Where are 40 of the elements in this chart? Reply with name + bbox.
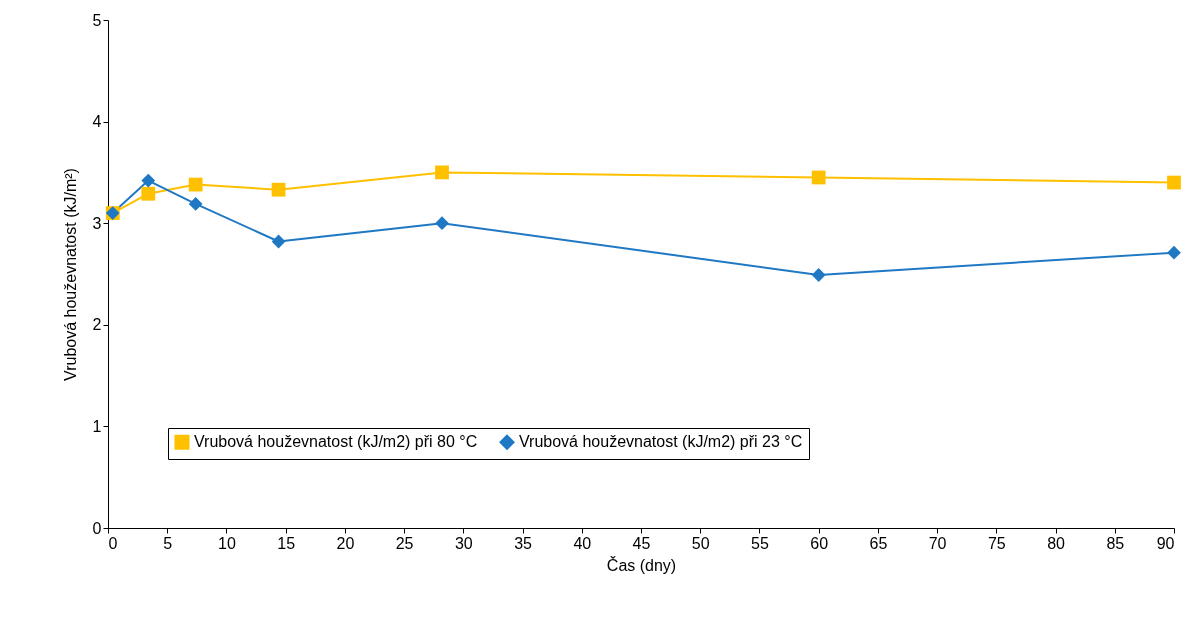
y-axis-title: Vrubová houževnatost (kJ/m²) <box>61 168 79 381</box>
legend-label: Vrubová houževnatost (kJ/m2) při 80 °C <box>194 433 478 451</box>
x-tick-label: 20 <box>336 534 355 552</box>
x-tick-label: 15 <box>277 534 296 552</box>
x-tick-label: 0 <box>108 534 118 552</box>
point <box>435 216 449 231</box>
x-tick-label: 25 <box>395 534 414 552</box>
y-tick-label: 2 <box>92 316 102 334</box>
x-tick-label: 60 <box>810 534 829 552</box>
point <box>188 197 203 211</box>
x-tick-label: 75 <box>987 534 1006 552</box>
point <box>141 186 156 201</box>
point <box>141 173 156 188</box>
x-tick-label: 85 <box>1106 534 1125 552</box>
x-tick-label: 45 <box>632 534 651 552</box>
x-tick-label: 55 <box>751 534 769 552</box>
x-tick-label: 5 <box>163 534 173 552</box>
x-tick-label: 70 <box>928 534 947 552</box>
legend-label: Vrubová houževnatost (kJ/m2) při 23 °C <box>519 433 803 451</box>
point <box>271 182 286 197</box>
x-tick-label: 10 <box>218 534 236 552</box>
point <box>188 177 203 192</box>
y-tick-label: 0 <box>92 519 102 537</box>
point <box>1167 175 1181 190</box>
x-axis-title: Čas (dny) <box>606 555 677 574</box>
y-tick-label: 4 <box>92 113 102 131</box>
x-tick-label: 65 <box>869 534 888 552</box>
x-tick-label: 40 <box>573 534 592 552</box>
y-tick-label: 5 <box>92 11 102 29</box>
x-tick-label: 35 <box>514 534 533 552</box>
x-tick-label: 30 <box>454 534 473 552</box>
x-tick-label: 90 <box>1156 534 1175 552</box>
y-tick-label: 3 <box>92 214 102 232</box>
point <box>811 170 826 185</box>
y-tick-label: 1 <box>92 417 102 435</box>
x-tick-label: 80 <box>1047 534 1066 552</box>
point <box>811 268 826 282</box>
point <box>1167 245 1181 260</box>
x-tick-label: 50 <box>691 534 710 552</box>
point <box>435 165 449 180</box>
